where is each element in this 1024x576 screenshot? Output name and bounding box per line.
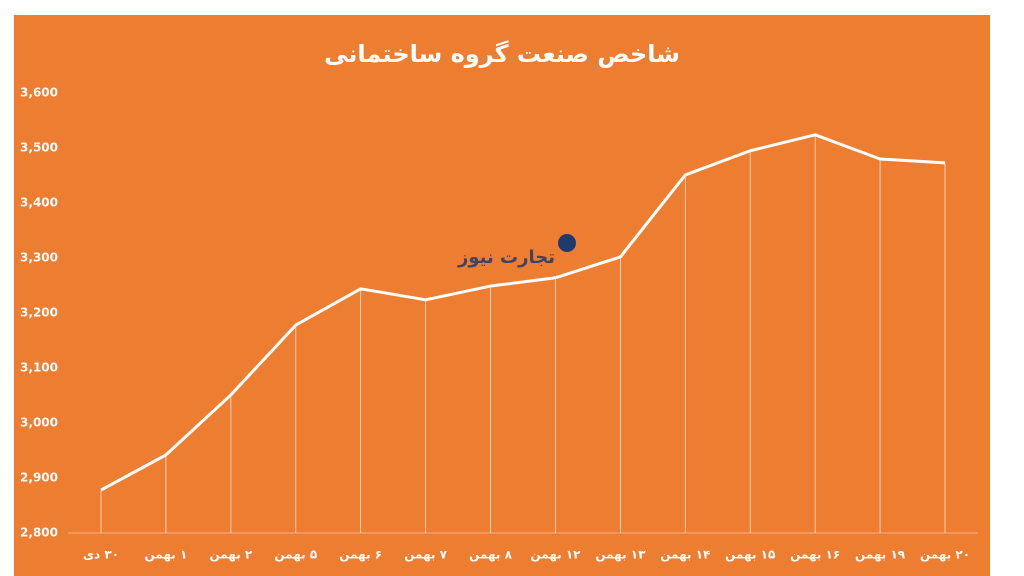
y-tick-label: 3,600 <box>20 86 58 100</box>
watermark-logo <box>558 234 576 252</box>
x-tick-label: ۷ بهمن <box>404 548 447 562</box>
x-tick-label: ۱۲ بهمن <box>530 548 581 562</box>
x-tick-label: ۱۴ بهمن <box>660 548 710 562</box>
y-tick-label: 2,800 <box>20 526 58 540</box>
x-tick-label: ۶ بهمن <box>339 548 382 562</box>
x-tick-label: ۱ بهمن <box>145 548 188 562</box>
data-line <box>100 133 946 492</box>
y-tick-label: 2,900 <box>20 471 58 485</box>
y-tick-label: 3,000 <box>20 416 58 430</box>
x-tick-label: ۸ بهمن <box>469 548 512 562</box>
chart-title: شاخص صنعت گروه ساختمانی <box>324 40 680 68</box>
x-tick-label: ۱۶ بهمن <box>790 548 840 562</box>
watermark: تجارت نیوز <box>457 247 555 268</box>
x-tick-label: ۱۵ بهمن <box>725 548 775 562</box>
x-tick-label: ۲۰ بهمن <box>920 548 970 562</box>
y-tick-label: 3,100 <box>20 361 58 375</box>
x-tick-label: ۱۹ بهمن <box>855 548 906 562</box>
y-tick-label: 3,200 <box>20 306 58 320</box>
x-tick-label: ۵ بهمن <box>274 548 317 562</box>
y-tick-label: 3,400 <box>20 196 58 210</box>
x-tick-label: ۲ بهمن <box>209 548 252 562</box>
chart-background <box>14 15 990 576</box>
y-tick-label: 3,300 <box>20 251 58 265</box>
x-tick-label: ۱۳ بهمن <box>595 548 646 562</box>
x-tick-label: ۳۰ دی <box>83 548 119 562</box>
y-tick-label: 3,500 <box>20 141 58 155</box>
